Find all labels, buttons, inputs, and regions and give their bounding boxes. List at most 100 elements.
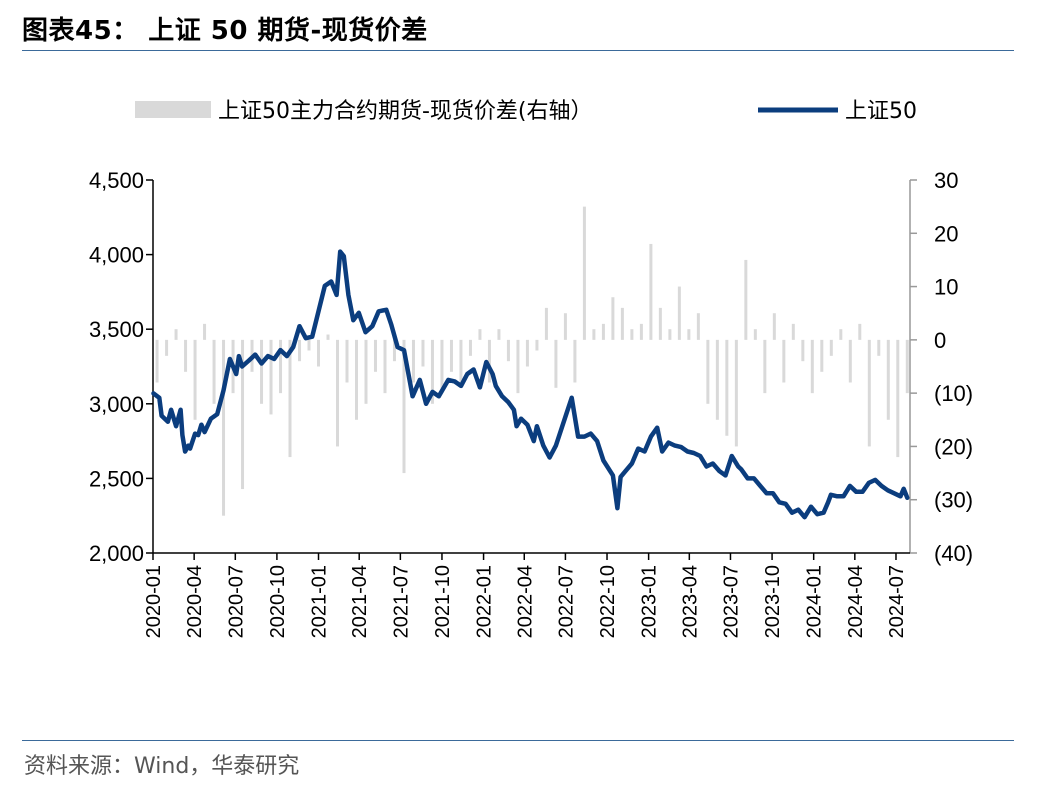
bar	[896, 339, 900, 458]
bar	[336, 339, 340, 447]
x-tick-label: 2021-04	[349, 565, 371, 638]
x-tick-label: 2023-10	[762, 565, 784, 638]
y-right-tick-label: 0	[934, 328, 946, 353]
bar	[222, 339, 226, 516]
y-right-tick-label: (30)	[934, 488, 973, 513]
bar	[820, 339, 824, 372]
y-left-tick-label: 4,000	[89, 243, 144, 268]
bar	[582, 206, 586, 340]
bar	[269, 339, 273, 415]
bar	[620, 307, 624, 340]
bar	[639, 323, 643, 340]
bar	[791, 323, 795, 340]
bar	[516, 339, 520, 394]
bar	[535, 339, 539, 351]
bar	[402, 339, 406, 474]
bar	[411, 339, 415, 383]
y-left-tick-label: 2,000	[89, 541, 144, 566]
legend-label-line: 上证50	[845, 99, 917, 124]
bar	[326, 334, 330, 340]
x-tick-label: 2020-04	[184, 565, 206, 638]
bar	[260, 339, 264, 404]
x-tick-label: 2022-10	[597, 565, 619, 638]
bar	[554, 339, 558, 388]
bar	[829, 339, 833, 356]
bar	[506, 339, 510, 362]
bar	[383, 339, 387, 394]
bar	[307, 339, 311, 351]
bar	[487, 339, 491, 383]
bar	[440, 339, 444, 394]
bar	[279, 339, 283, 394]
x-tick-label: 2021-10	[432, 565, 454, 638]
bar	[392, 339, 396, 362]
y-right-tick-label: (20)	[934, 434, 973, 459]
x-tick-label: 2024-04	[845, 565, 867, 638]
x-tick-label: 2024-01	[804, 565, 826, 638]
bar	[886, 339, 890, 420]
bar	[725, 339, 729, 436]
bar	[839, 329, 843, 340]
x-tick-label: 2024-07	[886, 565, 908, 638]
bar	[478, 329, 482, 340]
y-right-tick-label: 20	[934, 221, 958, 246]
y-left-tick-label: 3,000	[89, 392, 144, 417]
bar	[801, 339, 805, 362]
bar	[905, 339, 909, 394]
x-tick-label: 2023-01	[639, 565, 661, 638]
axes: 2,000 2,500 3,000 3,500 4,000 4,500 (40) (30) (2…	[89, 168, 973, 638]
x-tick-label: 2023-04	[679, 565, 701, 638]
y-left-tick-label: 2,500	[89, 466, 144, 491]
bar	[449, 339, 453, 372]
bar	[573, 339, 577, 383]
y-right-tick-label: 10	[934, 275, 958, 300]
bar	[858, 323, 862, 340]
x-tick-label: 2020-07	[225, 565, 247, 638]
chart-title: 图表45： 上证 50 期货-现货价差	[22, 16, 428, 46]
x-tick-label: 2020-10	[267, 565, 289, 638]
bar	[241, 339, 245, 490]
y-left-tick-label: 4,500	[89, 168, 144, 193]
legend: 上证50主力合约期货-现货价差(右轴） 上证50	[135, 99, 917, 124]
y-right-tick-label: (40)	[934, 541, 973, 566]
x-tick-label: 2022-04	[514, 565, 536, 638]
y-left-tick-label: 3,500	[89, 317, 144, 342]
bar	[174, 329, 178, 340]
x-tick-label: 2023-07	[720, 565, 742, 638]
x-tick-label: 2020-01	[143, 565, 165, 638]
x-tick-label: 2022-07	[555, 565, 577, 638]
bar	[877, 339, 881, 356]
bar	[184, 339, 188, 372]
bar	[354, 339, 358, 420]
bar	[317, 339, 321, 367]
bar	[288, 339, 292, 458]
bar	[165, 339, 169, 356]
bar	[753, 329, 757, 340]
line-series-path	[151, 249, 910, 520]
bar	[459, 339, 463, 383]
bar	[649, 243, 653, 340]
bar	[563, 313, 567, 340]
bar	[715, 339, 719, 420]
bar	[611, 297, 615, 340]
source-note: 资料来源：Wind，华泰研究	[24, 754, 300, 779]
bar	[867, 339, 871, 447]
bar	[155, 339, 159, 383]
legend-swatch-bar	[135, 101, 211, 118]
bar	[364, 339, 368, 404]
bar	[687, 329, 691, 340]
bar	[421, 339, 425, 367]
bar	[497, 329, 501, 340]
bar	[772, 313, 776, 340]
bar	[696, 313, 700, 340]
bar	[203, 323, 207, 340]
x-tick-label: 2021-01	[309, 565, 331, 638]
line-series	[151, 249, 910, 520]
bar	[345, 339, 349, 383]
bar	[298, 339, 302, 362]
bar	[763, 339, 767, 394]
bar	[468, 339, 472, 356]
bar	[193, 339, 197, 420]
bar	[601, 323, 605, 340]
bar	[810, 339, 814, 394]
